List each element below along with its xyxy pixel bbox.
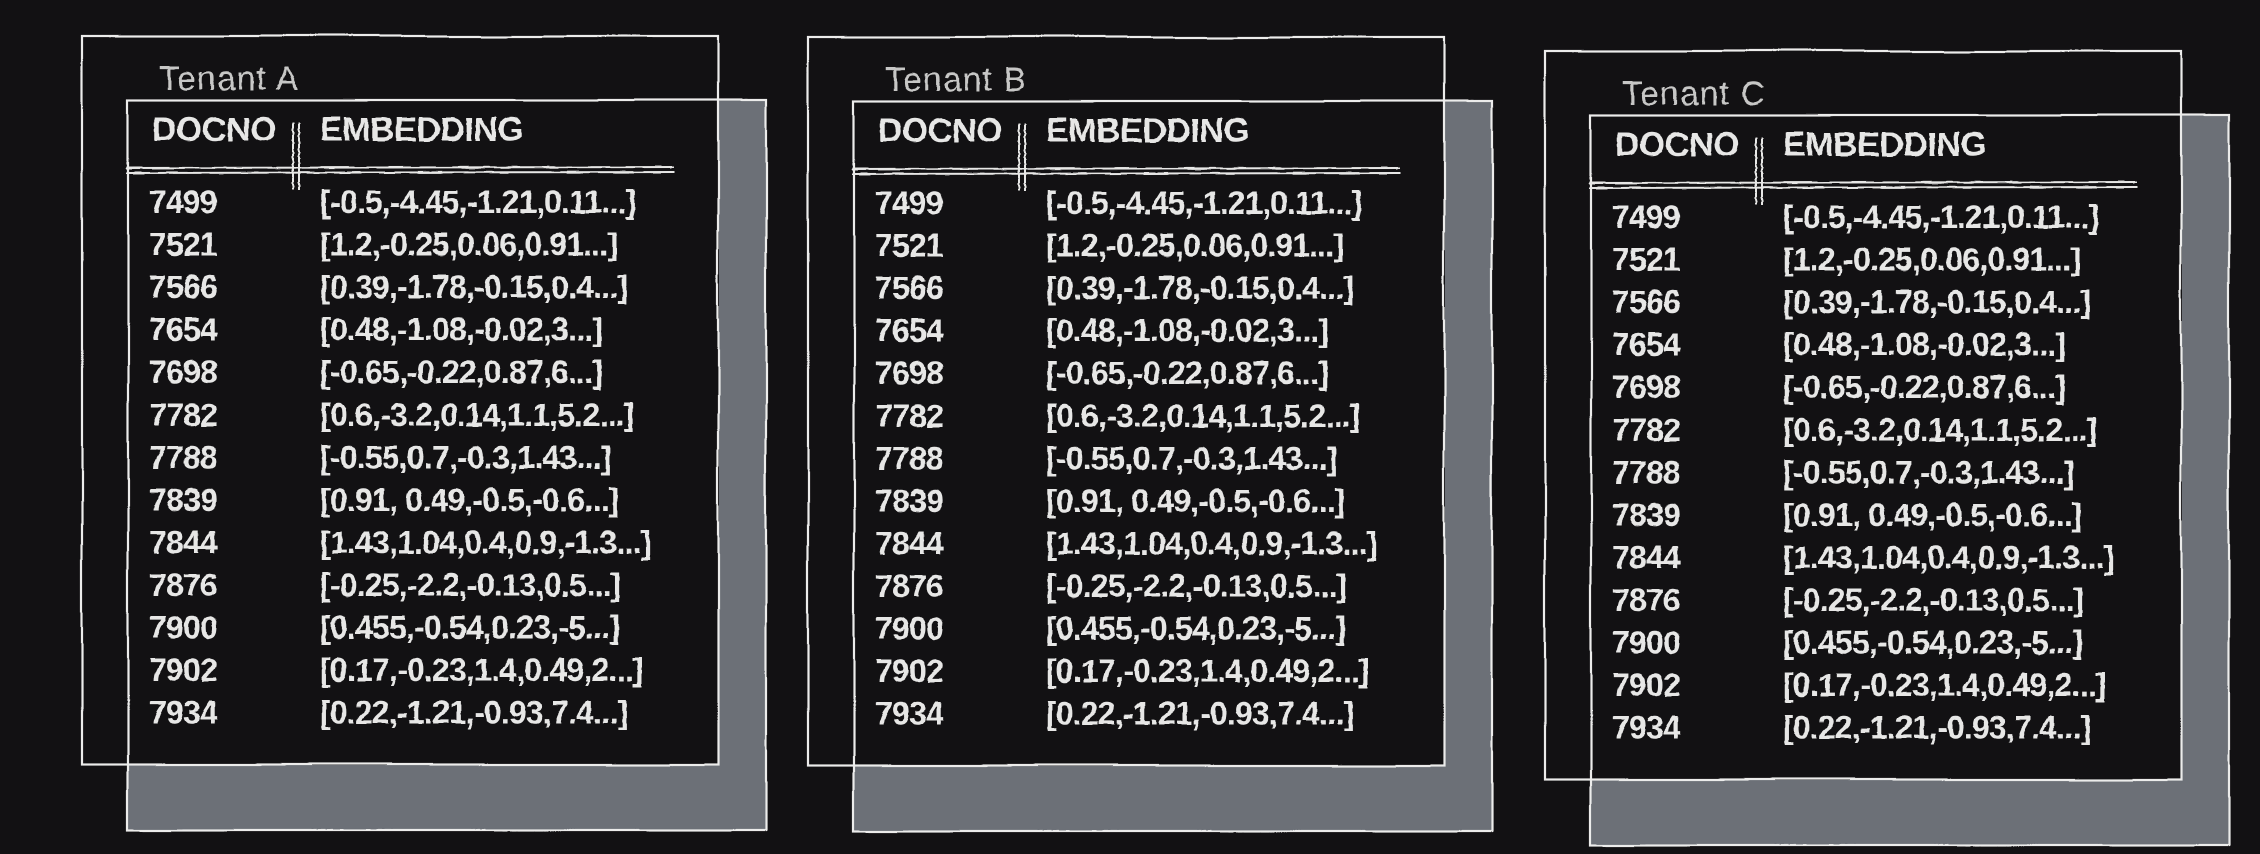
svg-text:7782: 7782 — [875, 398, 943, 434]
svg-text:[1.2,-0.25,0.06,0.91...]: [1.2,-0.25,0.06,0.91...] — [320, 227, 617, 263]
svg-text:[1.2,-0.25,0.06,0.91...]: [1.2,-0.25,0.06,0.91...] — [1046, 228, 1343, 264]
svg-text:EMBEDDING: EMBEDDING — [1783, 126, 1986, 164]
svg-text:[0.6,-3.2,0.14,1.1,5.2...]: [0.6,-3.2,0.14,1.1,5.2...] — [320, 397, 634, 433]
svg-text:[-0.55,0.7,-0.3,1.43...]: [-0.55,0.7,-0.3,1.43...] — [320, 439, 610, 475]
svg-text:7499: 7499 — [1612, 199, 1680, 235]
svg-text:7566: 7566 — [1612, 284, 1680, 320]
svg-text:7782: 7782 — [149, 397, 217, 433]
svg-text:EMBEDDING: EMBEDDING — [320, 111, 523, 149]
svg-text:7839: 7839 — [1612, 497, 1680, 533]
svg-text:7900: 7900 — [149, 610, 217, 646]
svg-text:Tenant A: Tenant A — [159, 60, 299, 98]
svg-text:7844: 7844 — [875, 526, 944, 562]
svg-text:7934: 7934 — [875, 696, 944, 732]
svg-text:[0.48,-1.08,-0.02,3...]: [0.48,-1.08,-0.02,3...] — [320, 312, 602, 348]
svg-text:7839: 7839 — [875, 483, 943, 519]
svg-text:7902: 7902 — [1612, 667, 1680, 703]
svg-text:DOCNO: DOCNO — [878, 112, 1002, 150]
svg-text:7654: 7654 — [875, 313, 944, 349]
svg-text:[0.39,-1.78,-0.15,0.4...]: [0.39,-1.78,-0.15,0.4...] — [1046, 270, 1353, 306]
svg-text:[-0.65,-0.22,0.87,6...]: [-0.65,-0.22,0.87,6...] — [1783, 369, 2065, 405]
svg-text:7499: 7499 — [875, 185, 943, 221]
svg-text:7521: 7521 — [1612, 242, 1680, 278]
svg-text:7566: 7566 — [149, 269, 217, 305]
svg-text:7788: 7788 — [875, 440, 943, 476]
svg-text:7654: 7654 — [1612, 327, 1681, 363]
svg-text:[0.22,-1.21,-0.93,7.4...]: [0.22,-1.21,-0.93,7.4...] — [1046, 696, 1353, 732]
svg-text:7654: 7654 — [149, 312, 218, 348]
svg-text:[-0.55,0.7,-0.3,1.43...]: [-0.55,0.7,-0.3,1.43...] — [1046, 440, 1336, 476]
svg-text:[0.455,-0.54,0.23,-5...]: [0.455,-0.54,0.23,-5...] — [1046, 611, 1345, 647]
svg-text:[-0.55,0.7,-0.3,1.43...]: [-0.55,0.7,-0.3,1.43...] — [1783, 454, 2073, 490]
svg-text:[0.22,-1.21,-0.93,7.4...]: [0.22,-1.21,-0.93,7.4...] — [1783, 710, 2090, 746]
svg-text:DOCNO: DOCNO — [1615, 126, 1739, 164]
svg-text:7876: 7876 — [875, 568, 943, 604]
svg-text:[-0.65,-0.22,0.87,6...]: [-0.65,-0.22,0.87,6...] — [320, 354, 602, 390]
svg-text:[0.91, 0.49,-0.5,-0.6...]: [0.91, 0.49,-0.5,-0.6...] — [1046, 483, 1344, 519]
svg-text:7900: 7900 — [1612, 625, 1680, 661]
svg-text:7521: 7521 — [149, 227, 217, 263]
svg-text:[0.6,-3.2,0.14,1.1,5.2...]: [0.6,-3.2,0.14,1.1,5.2...] — [1783, 412, 2097, 448]
svg-text:7499: 7499 — [149, 184, 217, 220]
svg-text:7934: 7934 — [1612, 710, 1681, 746]
svg-text:[0.48,-1.08,-0.02,3...]: [0.48,-1.08,-0.02,3...] — [1046, 313, 1328, 349]
svg-text:[0.39,-1.78,-0.15,0.4...]: [0.39,-1.78,-0.15,0.4...] — [320, 269, 627, 305]
svg-text:[1.43,1.04,0.4,0.9,-1.3...]: [1.43,1.04,0.4,0.9,-1.3...] — [320, 525, 651, 561]
svg-text:[0.17,-0.23,1.4,0.49,2...]: [0.17,-0.23,1.4,0.49,2...] — [320, 652, 643, 688]
svg-text:7900: 7900 — [875, 611, 943, 647]
svg-text:7844: 7844 — [1612, 540, 1681, 576]
svg-text:Tenant C: Tenant C — [1622, 75, 1766, 113]
svg-text:7844: 7844 — [149, 525, 218, 561]
svg-text:7902: 7902 — [149, 652, 217, 688]
svg-text:7782: 7782 — [1612, 412, 1680, 448]
svg-text:[0.22,-1.21,-0.93,7.4...]: [0.22,-1.21,-0.93,7.4...] — [320, 695, 627, 731]
svg-text:7934: 7934 — [149, 695, 218, 731]
svg-text:[-0.65,-0.22,0.87,6...]: [-0.65,-0.22,0.87,6...] — [1046, 355, 1328, 391]
svg-text:7788: 7788 — [1612, 454, 1680, 490]
svg-text:7876: 7876 — [1612, 582, 1680, 618]
svg-text:[-0.5,-4.45,-1.21,0.11...]: [-0.5,-4.45,-1.21,0.11...] — [320, 184, 635, 220]
svg-text:7566: 7566 — [875, 270, 943, 306]
svg-text:[-0.25,-2.2,-0.13,0.5...]: [-0.25,-2.2,-0.13,0.5...] — [1046, 568, 1346, 604]
svg-text:[1.43,1.04,0.4,0.9,-1.3...]: [1.43,1.04,0.4,0.9,-1.3...] — [1783, 540, 2114, 576]
svg-text:7876: 7876 — [149, 567, 217, 603]
svg-text:[0.17,-0.23,1.4,0.49,2...]: [0.17,-0.23,1.4,0.49,2...] — [1783, 667, 2106, 703]
svg-text:[0.6,-3.2,0.14,1.1,5.2...]: [0.6,-3.2,0.14,1.1,5.2...] — [1046, 398, 1360, 434]
svg-text:[-0.25,-2.2,-0.13,0.5...]: [-0.25,-2.2,-0.13,0.5...] — [1783, 582, 2083, 618]
svg-text:[0.48,-1.08,-0.02,3...]: [0.48,-1.08,-0.02,3...] — [1783, 327, 2065, 363]
svg-text:[0.39,-1.78,-0.15,0.4...]: [0.39,-1.78,-0.15,0.4...] — [1783, 284, 2090, 320]
svg-text:7698: 7698 — [1612, 369, 1680, 405]
svg-text:7521: 7521 — [875, 228, 943, 264]
svg-text:[0.91, 0.49,-0.5,-0.6...]: [0.91, 0.49,-0.5,-0.6...] — [1783, 497, 2081, 533]
svg-text:EMBEDDING: EMBEDDING — [1046, 112, 1249, 150]
svg-text:7788: 7788 — [149, 439, 217, 475]
svg-text:[-0.5,-4.45,-1.21,0.11...]: [-0.5,-4.45,-1.21,0.11...] — [1783, 199, 2098, 235]
svg-text:[-0.5,-4.45,-1.21,0.11...]: [-0.5,-4.45,-1.21,0.11...] — [1046, 185, 1361, 221]
svg-text:[0.17,-0.23,1.4,0.49,2...]: [0.17,-0.23,1.4,0.49,2...] — [1046, 653, 1369, 689]
svg-text:7698: 7698 — [875, 355, 943, 391]
svg-text:7698: 7698 — [149, 354, 217, 390]
svg-text:[0.455,-0.54,0.23,-5...]: [0.455,-0.54,0.23,-5...] — [320, 610, 619, 646]
svg-text:[1.43,1.04,0.4,0.9,-1.3...]: [1.43,1.04,0.4,0.9,-1.3...] — [1046, 526, 1377, 562]
svg-text:[1.2,-0.25,0.06,0.91...]: [1.2,-0.25,0.06,0.91...] — [1783, 242, 2080, 278]
svg-text:[0.91, 0.49,-0.5,-0.6...]: [0.91, 0.49,-0.5,-0.6...] — [320, 482, 618, 518]
svg-text:Tenant B: Tenant B — [885, 61, 1027, 99]
svg-text:7839: 7839 — [149, 482, 217, 518]
svg-text:DOCNO: DOCNO — [152, 111, 276, 149]
svg-text:7902: 7902 — [875, 653, 943, 689]
svg-text:[0.455,-0.54,0.23,-5...]: [0.455,-0.54,0.23,-5...] — [1783, 625, 2082, 661]
svg-text:[-0.25,-2.2,-0.13,0.5...]: [-0.25,-2.2,-0.13,0.5...] — [320, 567, 620, 603]
